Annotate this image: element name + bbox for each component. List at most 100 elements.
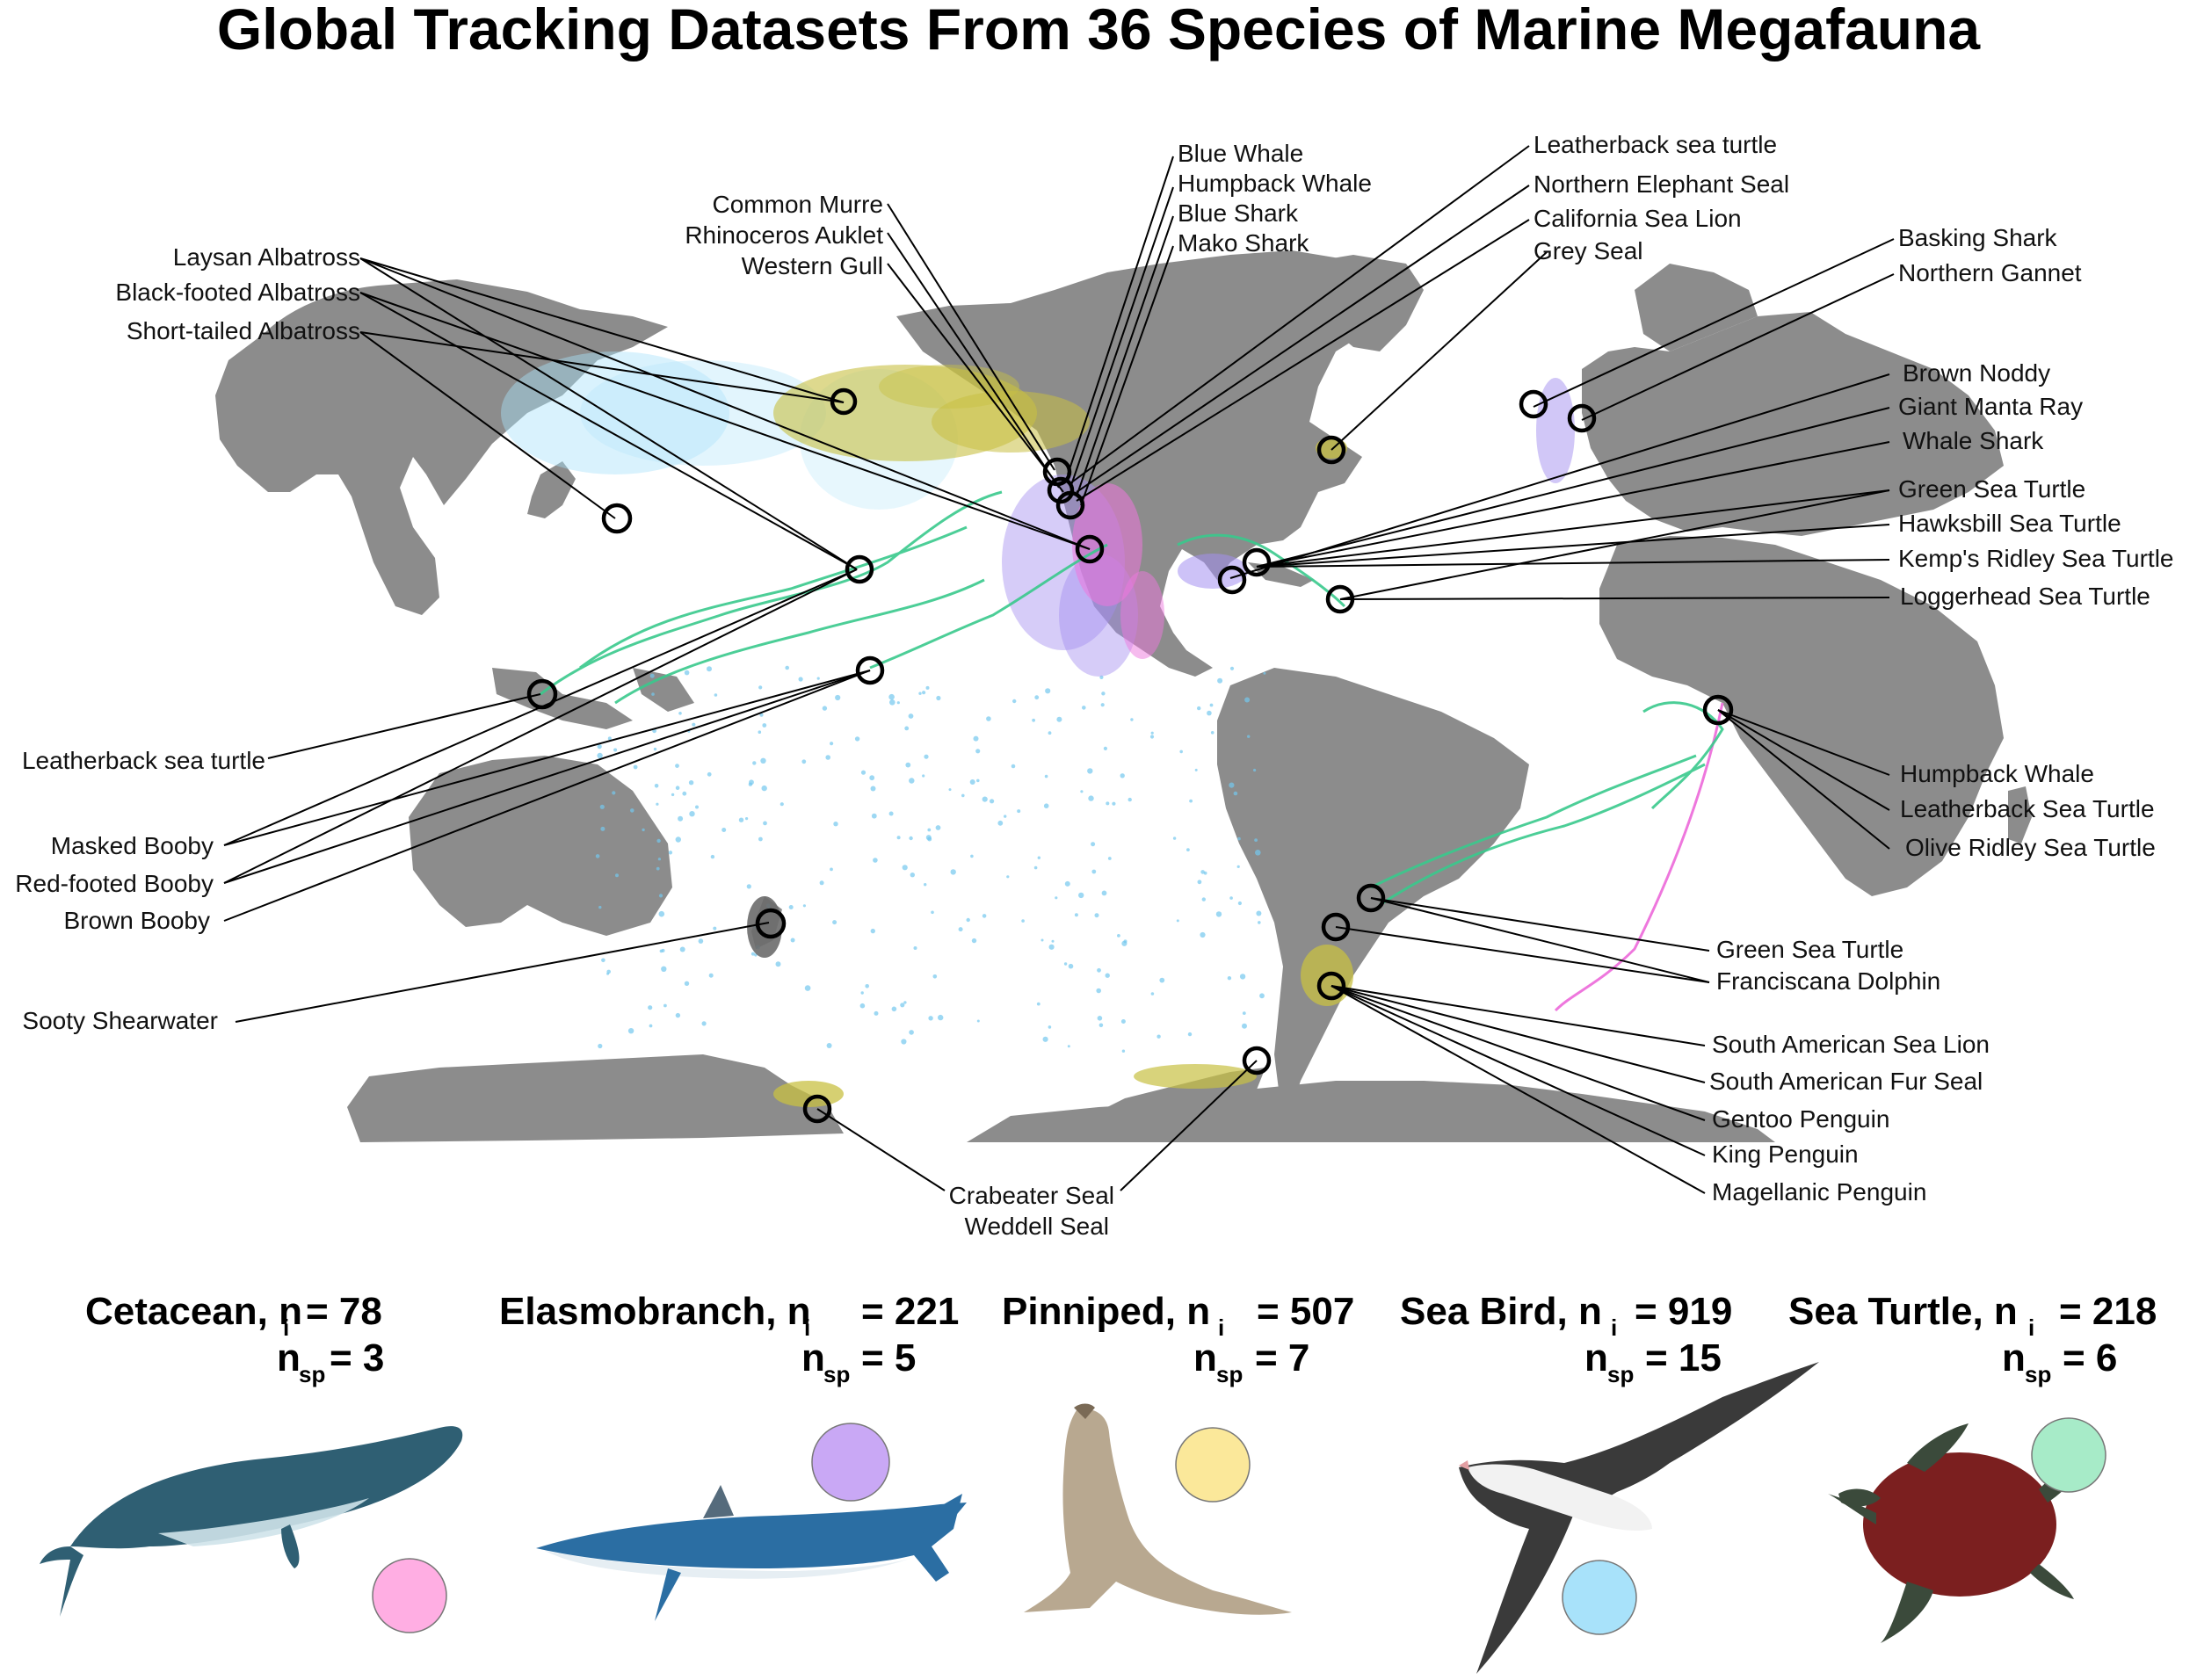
seabird-track-point bbox=[1237, 901, 1242, 906]
seabird-track-point bbox=[689, 811, 695, 817]
seabird-track-point bbox=[688, 780, 694, 786]
seabird-track-point bbox=[675, 764, 679, 768]
seabird-track-point bbox=[1207, 710, 1212, 716]
seabird-n-label: n bbox=[1584, 1336, 1608, 1379]
legend-pinniped: Pinniped, n i = 507 n sp = 7 bbox=[1002, 1290, 1354, 1387]
seabird-track-point bbox=[966, 917, 970, 923]
seabird-track-point bbox=[714, 693, 718, 697]
seabird-track-point bbox=[1128, 797, 1132, 802]
seabird-track-point bbox=[671, 793, 675, 797]
seabird-track-point bbox=[975, 749, 981, 754]
seabird-track-point bbox=[1121, 1049, 1126, 1053]
sea-turtle-tracks bbox=[540, 490, 1724, 907]
seabird-track-point bbox=[748, 782, 753, 786]
seabird-track-point bbox=[958, 927, 963, 932]
land-japan bbox=[527, 461, 576, 518]
seabird-track-point bbox=[1074, 913, 1078, 917]
seabird-heading: Sea Bird, n bbox=[1400, 1290, 1602, 1333]
seaturtle-color-swatch bbox=[2031, 1417, 2106, 1493]
seabird-track-point bbox=[684, 981, 690, 987]
species-labels: Laysan Albatross Black-footed Albatross … bbox=[15, 131, 2173, 1240]
pinniped-sub-sp: sp bbox=[1216, 1361, 1243, 1387]
seabird-track-point bbox=[759, 713, 764, 717]
legend-cetacean: Cetacean, n i = 78 n sp = 3 bbox=[85, 1290, 384, 1387]
seabird-track-point bbox=[1040, 938, 1044, 942]
seabird-track-point bbox=[950, 869, 956, 875]
land-north-america bbox=[896, 250, 1389, 677]
seabird-track-point bbox=[1189, 799, 1193, 803]
seabird-track-point bbox=[909, 778, 915, 784]
seabird-sub-sp: sp bbox=[1607, 1361, 1634, 1387]
label-humpback-whale-n: Humpback Whale bbox=[1178, 170, 1372, 197]
seabird-track-point bbox=[657, 858, 662, 861]
seabird-track-point bbox=[633, 764, 638, 770]
seabird-track-point bbox=[903, 1001, 907, 1004]
seabird-track-point bbox=[1101, 890, 1107, 896]
seabird-track-point bbox=[936, 695, 941, 701]
seabird-track-point bbox=[873, 858, 878, 863]
seabird-track-point bbox=[1055, 896, 1058, 900]
seabird-track-point bbox=[761, 785, 767, 792]
seabird-track-point bbox=[649, 1024, 653, 1028]
seabird-track-point bbox=[658, 894, 663, 898]
seabird-track-point bbox=[869, 775, 875, 781]
label-california-sea-lion: California Sea Lion bbox=[1534, 205, 1742, 232]
elasmobranch-n-label: n bbox=[801, 1336, 825, 1379]
seabird-track-point bbox=[745, 817, 749, 821]
label-weddell-seal: Weddell Seal bbox=[965, 1213, 1109, 1240]
seabird-track-point bbox=[1068, 963, 1074, 969]
seabird-track-point bbox=[1179, 749, 1183, 754]
seabird-track-point bbox=[1215, 911, 1222, 917]
seabird-track-point bbox=[1033, 865, 1038, 870]
seabird-track-point bbox=[822, 706, 828, 711]
seabird-track-point bbox=[913, 946, 917, 950]
seaturtle-sub-sp: sp bbox=[2025, 1361, 2051, 1387]
label-gentoo-penguin: Gentoo Penguin bbox=[1712, 1105, 1889, 1133]
label-northern-elephant-seal: Northern Elephant Seal bbox=[1534, 170, 1789, 198]
seabird-track-point bbox=[982, 796, 988, 802]
seabird-track-point bbox=[651, 692, 655, 696]
label-blue-shark: Blue Shark bbox=[1178, 199, 1299, 227]
seabird-track-point bbox=[1187, 1032, 1193, 1037]
seabird-track-point bbox=[909, 1030, 914, 1035]
seaturtle-n-label: n bbox=[2002, 1336, 2026, 1379]
seabird-track-point bbox=[1101, 692, 1106, 696]
cetacean-n-label: n bbox=[277, 1336, 301, 1379]
seabird-track-point bbox=[649, 673, 655, 678]
seabird-track-point bbox=[902, 865, 908, 871]
taxa-legend: Cetacean, n i = 78 n sp = 3 Elasmobranch… bbox=[85, 1290, 2157, 1387]
seabird-track-point bbox=[922, 774, 925, 778]
sea-lion-illustration bbox=[1024, 1403, 1292, 1615]
seabird-track-point bbox=[986, 716, 991, 721]
seabird-track-point bbox=[1229, 782, 1235, 788]
legend-seaturtle: Sea Turtle, n i = 218 n sp = 6 bbox=[1788, 1290, 2157, 1387]
label-crabeater-seal: Crabeater Seal bbox=[949, 1182, 1114, 1209]
seabird-track-point bbox=[973, 735, 979, 742]
label-giant-manta-ray: Giant Manta Ray bbox=[1898, 393, 2083, 420]
seabird-track-point bbox=[816, 677, 820, 680]
seabird-track-point bbox=[1227, 976, 1232, 981]
seabird-track-point bbox=[798, 677, 803, 682]
cetacean-color-swatch bbox=[372, 1558, 447, 1633]
seabird-track-point bbox=[910, 873, 916, 878]
seabird-track-point bbox=[1239, 974, 1246, 980]
legend-seabird: Sea Bird, n i = 919 n sp = 15 bbox=[1400, 1290, 1732, 1387]
seabird-track-point bbox=[804, 985, 811, 991]
label-loggerhead: Loggerhead Sea Turtle bbox=[1900, 583, 2150, 610]
seabird-track-point bbox=[1259, 993, 1265, 999]
label-masked-booby: Masked Booby bbox=[51, 832, 214, 859]
seabird-track-point bbox=[1150, 731, 1154, 735]
leader-lines bbox=[223, 145, 1895, 1194]
seabird-track-point bbox=[1254, 838, 1258, 842]
seabird-track-point bbox=[801, 759, 807, 764]
seabird-track-point bbox=[1186, 848, 1190, 851]
seabird-track-point bbox=[1043, 803, 1049, 808]
seabird-track-point bbox=[648, 1005, 653, 1010]
seabird-track-point bbox=[889, 699, 895, 706]
seabird-track-point bbox=[997, 820, 1004, 826]
pinniped-tracks-north-pacific bbox=[773, 365, 1090, 461]
label-humpback-whale-s: Humpback Whale bbox=[1900, 760, 2094, 787]
label-green-sea-turtle-s: Green Sea Turtle bbox=[1716, 936, 1903, 963]
seabird-track-point bbox=[707, 771, 712, 777]
seabird-track-point bbox=[738, 817, 744, 822]
